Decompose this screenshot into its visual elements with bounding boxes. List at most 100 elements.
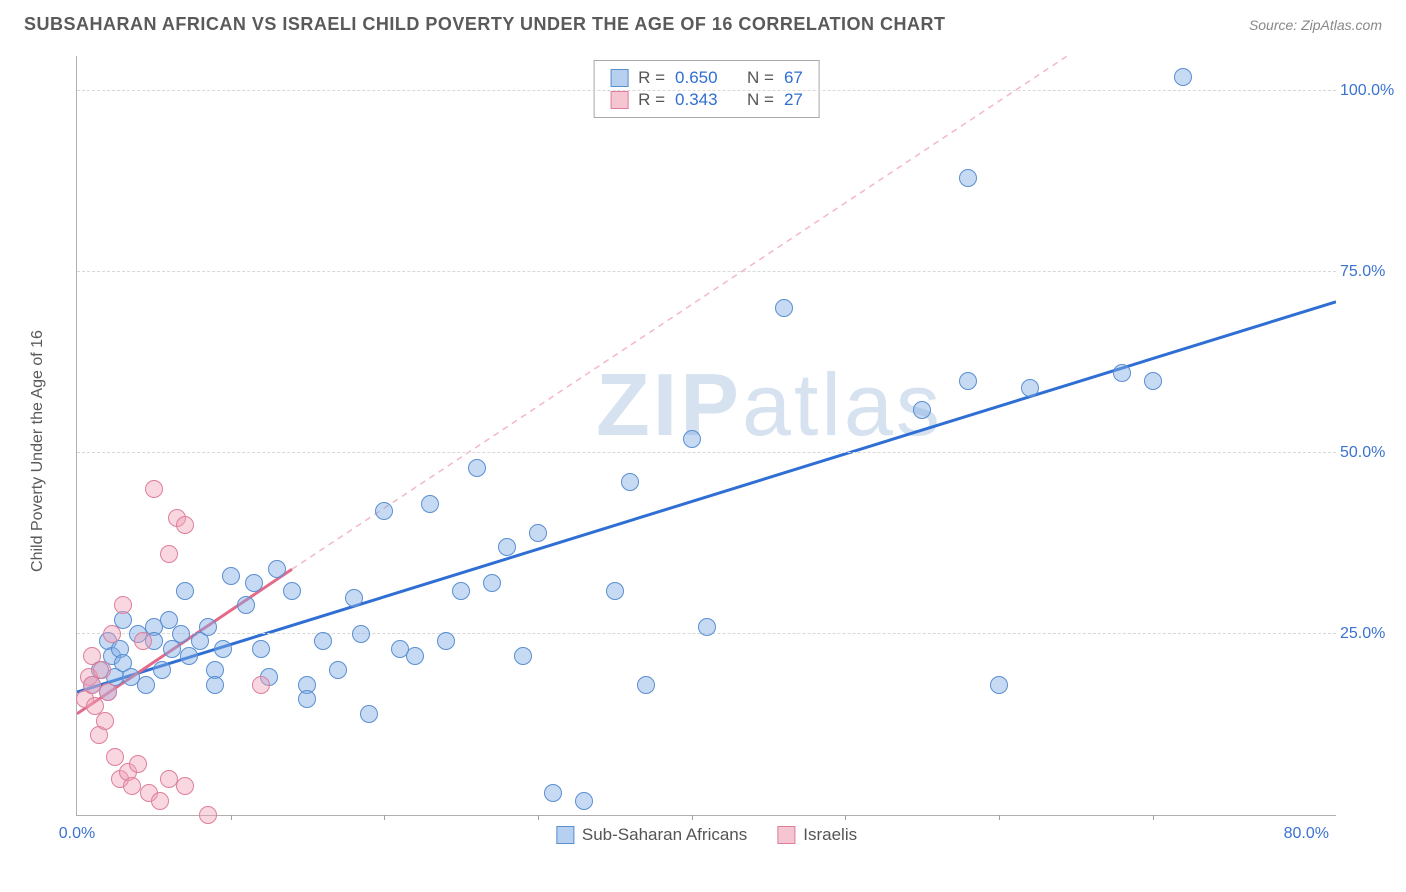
gridline-h <box>77 90 1336 91</box>
legend-swatch-pink-icon <box>777 826 795 844</box>
scatter-point <box>483 574 501 592</box>
legend-label-pink: Israelis <box>803 825 857 845</box>
stats-R-label2: R = <box>638 90 665 110</box>
scatter-point <box>352 625 370 643</box>
scatter-point <box>1144 372 1162 390</box>
x-minor-tick <box>999 815 1000 820</box>
scatter-point <box>199 806 217 824</box>
x-minor-tick <box>538 815 539 820</box>
scatter-point <box>137 676 155 694</box>
scatter-point <box>176 582 194 600</box>
scatter-point <box>437 632 455 650</box>
stats-R-blue: 0.650 <box>675 68 718 88</box>
x-tick-label: 0.0% <box>59 825 95 843</box>
scatter-point <box>134 632 152 650</box>
legend-item-pink: Israelis <box>777 825 857 845</box>
y-tick-label: 25.0% <box>1340 625 1396 643</box>
x-minor-tick <box>692 815 693 820</box>
scatter-point <box>514 647 532 665</box>
stats-N-label: N = <box>747 68 774 88</box>
swatch-pink-icon <box>610 91 628 109</box>
chart-area: Child Poverty Under the Age of 16 ZIPatl… <box>56 56 1386 846</box>
scatter-point <box>214 640 232 658</box>
scatter-point <box>990 676 1008 694</box>
legend-item-blue: Sub-Saharan Africans <box>556 825 747 845</box>
stats-R-pink: 0.343 <box>675 90 718 110</box>
scatter-point <box>775 299 793 317</box>
chart-title: SUBSAHARAN AFRICAN VS ISRAELI CHILD POVE… <box>24 14 946 35</box>
scatter-point <box>452 582 470 600</box>
scatter-point <box>468 459 486 477</box>
scatter-point <box>103 625 121 643</box>
x-minor-tick <box>231 815 232 820</box>
scatter-point <box>575 792 593 810</box>
x-minor-tick <box>384 815 385 820</box>
scatter-point <box>268 560 286 578</box>
x-minor-tick <box>1153 815 1154 820</box>
chart-source: Source: ZipAtlas.com <box>1249 17 1382 33</box>
legend-swatch-blue-icon <box>556 826 574 844</box>
scatter-point <box>544 784 562 802</box>
scatter-point <box>99 683 117 701</box>
scatter-point <box>314 632 332 650</box>
scatter-point <box>145 480 163 498</box>
scatter-point <box>96 712 114 730</box>
scatter-point <box>498 538 516 556</box>
scatter-point <box>637 676 655 694</box>
scatter-point <box>252 640 270 658</box>
scatter-point <box>529 524 547 542</box>
y-axis-title: Child Poverty Under the Age of 16 <box>29 330 47 572</box>
scatter-point <box>206 676 224 694</box>
gridline-h <box>77 271 1336 272</box>
stats-legend-box: R = 0.650 N = 67 R = 0.343 N = 27 <box>593 60 820 118</box>
scatter-point <box>222 567 240 585</box>
y-tick-label: 75.0% <box>1340 263 1396 281</box>
y-tick-label: 50.0% <box>1340 444 1396 462</box>
scatter-point <box>683 430 701 448</box>
y-tick-label: 100.0% <box>1340 82 1396 100</box>
scatter-point <box>176 777 194 795</box>
scatter-point <box>360 705 378 723</box>
scatter-point <box>114 596 132 614</box>
scatter-point <box>176 516 194 534</box>
stats-N-label2: N = <box>747 90 774 110</box>
scatter-point <box>959 372 977 390</box>
scatter-point <box>129 755 147 773</box>
scatter-point <box>406 647 424 665</box>
gridline-h <box>77 452 1336 453</box>
scatter-point <box>160 545 178 563</box>
scatter-point <box>93 661 111 679</box>
scatter-point <box>245 574 263 592</box>
x-minor-tick <box>845 815 846 820</box>
stats-N-blue: 67 <box>784 68 803 88</box>
scatter-point <box>153 661 171 679</box>
scatter-plot: ZIPatlas R = 0.650 N = 67 R = 0.343 N = … <box>76 56 1336 816</box>
scatter-point <box>606 582 624 600</box>
legend-label-blue: Sub-Saharan Africans <box>582 825 747 845</box>
legend-bottom: Sub-Saharan Africans Israelis <box>556 825 857 845</box>
scatter-point <box>151 792 169 810</box>
scatter-point <box>1021 379 1039 397</box>
stats-N-pink: 27 <box>784 90 803 110</box>
trendlines-svg <box>77 56 1336 815</box>
scatter-point <box>375 502 393 520</box>
swatch-blue-icon <box>610 69 628 87</box>
scatter-point <box>913 401 931 419</box>
stats-R-label: R = <box>638 68 665 88</box>
stats-row-blue: R = 0.650 N = 67 <box>610 68 803 88</box>
stats-row-pink: R = 0.343 N = 27 <box>610 90 803 110</box>
watermark-bold: ZIP <box>596 355 742 454</box>
scatter-point <box>345 589 363 607</box>
scatter-point <box>298 690 316 708</box>
chart-header: SUBSAHARAN AFRICAN VS ISRAELI CHILD POVE… <box>0 0 1406 43</box>
scatter-point <box>1113 364 1131 382</box>
scatter-point <box>283 582 301 600</box>
watermark: ZIPatlas <box>596 354 943 456</box>
scatter-point <box>237 596 255 614</box>
watermark-rest: atlas <box>742 355 943 454</box>
scatter-point <box>199 618 217 636</box>
scatter-point <box>172 625 190 643</box>
scatter-point <box>123 777 141 795</box>
x-tick-label: 80.0% <box>1284 825 1329 843</box>
scatter-point <box>329 661 347 679</box>
